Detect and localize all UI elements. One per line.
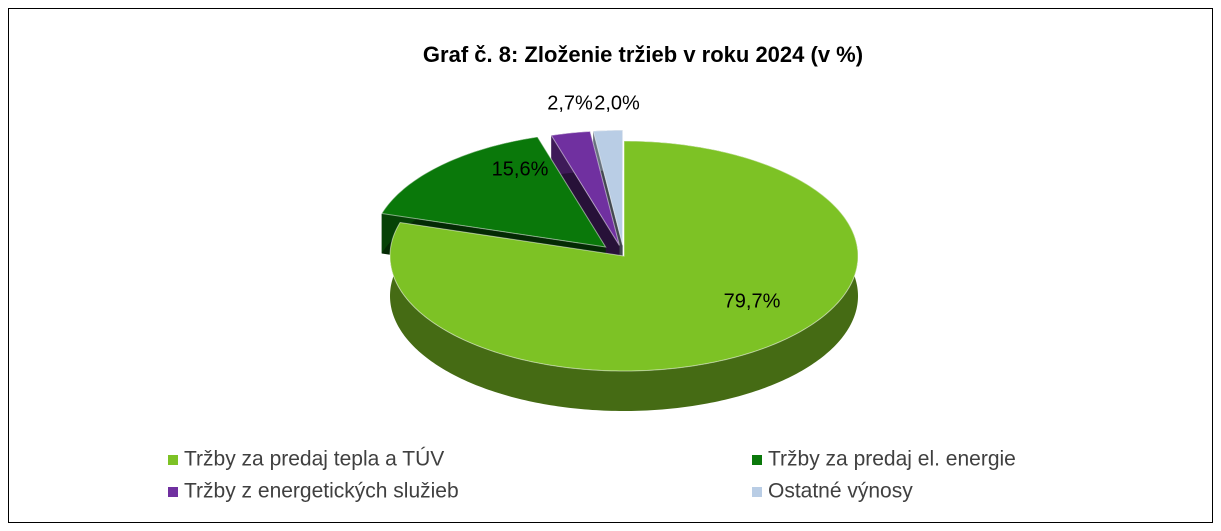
slice-top bbox=[380, 136, 607, 248]
legend-label: Tržby za predaj el. energie bbox=[768, 448, 1016, 471]
data-label: 2,0% bbox=[594, 92, 640, 114]
slice-top bbox=[550, 130, 620, 246]
legend-swatch bbox=[752, 487, 762, 497]
legend-label: Tržby za predaj tepla a TÚV bbox=[184, 448, 444, 471]
slice-top bbox=[592, 129, 624, 246]
pie: 79,7% 15,6% 2,7% 2,0% bbox=[380, 92, 859, 411]
slice-top bbox=[389, 140, 859, 372]
chart-title: Graf č. 8: Zloženie tržieb v roku 2024 (… bbox=[423, 42, 863, 67]
data-label: 79,7% bbox=[724, 290, 781, 312]
legend-swatch bbox=[168, 487, 178, 497]
legend: Tržby za predaj tepla a TÚV Tržby za pred… bbox=[168, 448, 1016, 503]
legend-label: Tržby z energetických služieb bbox=[184, 480, 459, 503]
data-label: 15,6% bbox=[492, 158, 549, 180]
data-label: 2,7% bbox=[547, 92, 593, 114]
slice bbox=[389, 140, 859, 411]
legend-label: Ostatné výnosy bbox=[768, 480, 913, 503]
legend-swatch bbox=[168, 455, 178, 465]
legend-swatch bbox=[752, 455, 762, 465]
